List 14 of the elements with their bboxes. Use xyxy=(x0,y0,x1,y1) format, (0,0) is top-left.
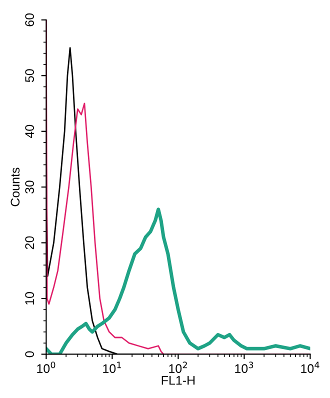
y-axis-title: Counts xyxy=(10,168,20,206)
x-axis-title: FL1-H xyxy=(162,376,195,385)
y-tick-label: 60 xyxy=(25,13,34,26)
x-tick-label: 10$^{3}$ xyxy=(235,362,254,374)
y-tick-label: 20 xyxy=(25,236,34,250)
x-tick-label: 10$^{4}$ xyxy=(301,362,320,374)
x-tick-label: 10$^{1}$ xyxy=(103,362,121,374)
y-tick-label: 0 xyxy=(25,351,34,358)
x-tick-label: 10$^{2}$ xyxy=(169,362,187,374)
y-tick-label: 30 xyxy=(25,180,34,194)
x-tick-label: 10$^{0}$ xyxy=(37,362,56,374)
y-tick-label: 40 xyxy=(25,124,34,138)
y-tick-label: 50 xyxy=(25,69,34,82)
y-tick-label: 10 xyxy=(25,292,34,304)
